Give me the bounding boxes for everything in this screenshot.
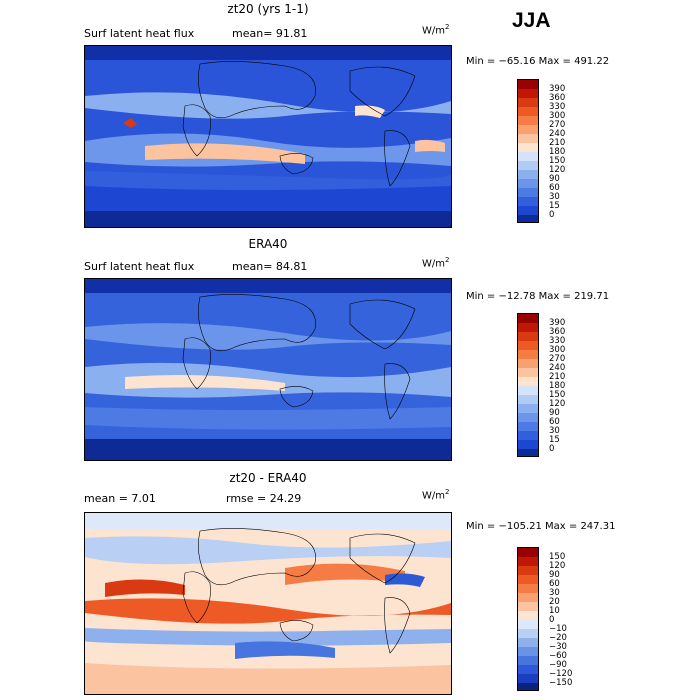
panel-2-colorbar: 390 360 330 300 270 240 210 180 150 120 …: [517, 313, 565, 457]
panel-1-variable-label: Surf latent heat flux: [84, 27, 195, 40]
panel-3-mean-label: mean = 7.01: [84, 492, 156, 505]
colorbar-tick: 240: [549, 129, 566, 139]
panel-2-units: W/m2: [422, 256, 450, 270]
colorbar-tick: −60: [549, 651, 567, 661]
panel-3-colorbar-swatches: [517, 547, 539, 691]
panel-1-units: W/m2: [422, 23, 450, 37]
colorbar-tick: −10: [549, 624, 567, 634]
panel-3-colorbar: 150 120 90 60 30 20 10 0 −10 −20 −30 −60…: [517, 547, 572, 691]
colorbar-tick: 210: [549, 372, 566, 382]
colorbar-tick: 90: [549, 408, 560, 418]
colorbar-tick: 270: [549, 120, 566, 130]
colorbar-tick: 330: [549, 336, 566, 346]
colorbar-tick: −90: [549, 660, 567, 670]
colorbar-tick: 360: [549, 93, 566, 103]
colorbar-tick: 30: [549, 588, 560, 598]
colorbar-tick: −20: [549, 633, 567, 643]
panel-2-colorbar-swatches: [517, 313, 539, 457]
colorbar-tick: 150: [549, 390, 566, 400]
colorbar-tick: 120: [549, 399, 566, 409]
colorbar-tick: 150: [549, 552, 566, 562]
colorbar-tick: 60: [549, 417, 560, 427]
colorbar-tick: 360: [549, 327, 566, 337]
colorbar-tick: 20: [549, 597, 560, 607]
panel-3-rmse-label: rmse = 24.29: [226, 492, 302, 505]
panel-3-map: [84, 512, 452, 695]
panel-1-colorbar-swatches: [517, 79, 539, 223]
colorbar-tick: 30: [549, 192, 560, 202]
colorbar-tick: 0: [549, 615, 555, 625]
panel-1-map: [84, 45, 452, 228]
colorbar-tick: 15: [549, 201, 560, 211]
panel-3-min-max: Min = −105.21 Max = 247.31: [466, 521, 616, 532]
colorbar-tick: 390: [549, 318, 566, 328]
panel-3-title: zt20 - ERA40: [229, 471, 307, 485]
colorbar-tick: 15: [549, 435, 560, 445]
colorbar-tick: 300: [549, 345, 566, 355]
panel-2-mean-label: mean= 84.81: [232, 260, 308, 273]
panel-3-units: W/m2: [422, 488, 450, 502]
season-label: JJA: [512, 9, 551, 32]
colorbar-tick: 90: [549, 570, 560, 580]
colorbar-tick: 270: [549, 354, 566, 364]
colorbar-tick: 300: [549, 111, 566, 121]
colorbar-tick: 90: [549, 174, 560, 184]
colorbar-tick: 180: [549, 381, 566, 391]
colorbar-tick: 30: [549, 426, 560, 436]
panel-2-variable-label: Surf latent heat flux: [84, 260, 195, 273]
colorbar-tick: −30: [549, 642, 567, 652]
colorbar-tick: 60: [549, 579, 560, 589]
colorbar-tick: 180: [549, 147, 566, 157]
panel-2-title: ERA40: [248, 237, 288, 251]
panel-1-title: zt20 (yrs 1-1): [227, 2, 309, 16]
panel-2-map: [84, 278, 452, 461]
panel-1-mean-label: mean= 91.81: [232, 27, 308, 40]
colorbar-tick: 150: [549, 156, 566, 166]
colorbar-tick: 10: [549, 606, 560, 616]
colorbar-tick: 210: [549, 138, 566, 148]
colorbar-tick: 0: [549, 210, 555, 220]
colorbar-tick: 390: [549, 84, 566, 94]
colorbar-tick: −150: [549, 678, 573, 688]
colorbar-tick: 60: [549, 183, 560, 193]
colorbar-tick: 120: [549, 165, 566, 175]
colorbar-tick: 0: [549, 444, 555, 454]
colorbar-tick: −120: [549, 669, 573, 679]
colorbar-tick: 240: [549, 363, 566, 373]
panel-2-min-max: Min = −12.78 Max = 219.71: [466, 291, 610, 302]
colorbar-tick: 120: [549, 561, 566, 571]
panel-1-min-max: Min = −65.16 Max = 491.22: [466, 56, 610, 67]
colorbar-tick: 330: [549, 102, 566, 112]
panel-1-colorbar: 390 360 330 300 270 240 210 180 150 120 …: [517, 79, 565, 223]
